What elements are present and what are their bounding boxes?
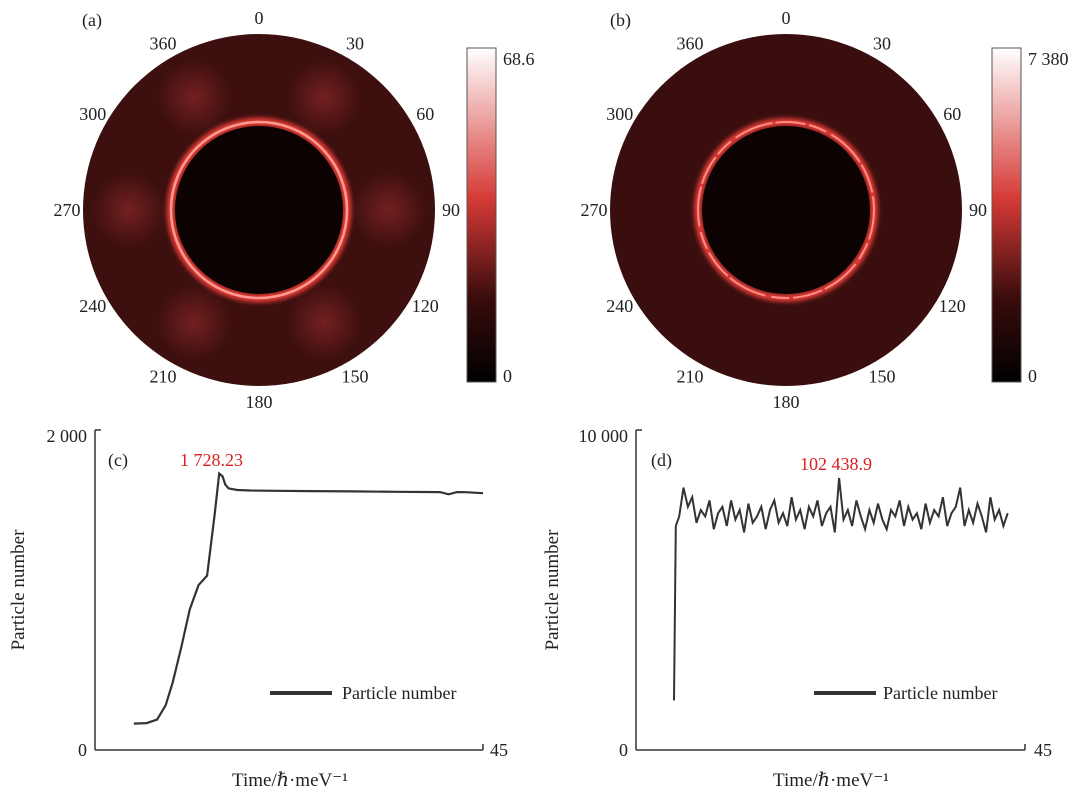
- angle-label: 210: [150, 366, 177, 386]
- panel-b-colorbar-bar: [991, 47, 1022, 383]
- panel-c: 2 000 0 45 (c) Time/ℏ·meV⁻¹ Particle num…: [8, 426, 508, 791]
- angle-label: 0: [255, 8, 264, 28]
- panel-c-y-tick-min: 0: [78, 740, 87, 760]
- angle-label: 360: [677, 34, 704, 54]
- panel-c-peak-annotation: 1 728.23: [180, 450, 243, 470]
- angle-label: 120: [939, 296, 966, 316]
- angle-label: 150: [342, 366, 369, 386]
- angle-label: 90: [969, 200, 987, 220]
- angle-label: 240: [606, 296, 633, 316]
- panel-d-legend: Particle number: [814, 683, 997, 703]
- angle-label: 360: [150, 34, 177, 54]
- panel-d-x-label: Time/ℏ·meV⁻¹: [773, 770, 889, 791]
- panel-d-y-tick-min: 0: [619, 740, 628, 760]
- angle-label: 60: [416, 104, 434, 124]
- panel-a-polar-map: [83, 34, 435, 386]
- panel-d: 10 000 0 45 (d) Time/ℏ·meV⁻¹ Particle nu…: [542, 426, 1052, 791]
- panel-b-core: [702, 126, 870, 294]
- panel-a: (a) 0 30 60 90 120 150 180 210 240 270 300 360 68.6…: [54, 8, 535, 412]
- panel-a-lobe: [91, 172, 167, 248]
- angle-label: 300: [606, 104, 633, 124]
- panel-d-series-line: [673, 477, 1009, 701]
- panel-b-colorbar: 7 380 0: [991, 47, 1069, 386]
- panel-d-x-tick-max: 45: [1034, 740, 1052, 760]
- panel-b-colorbar-min: 0: [1028, 366, 1037, 386]
- angle-label: 90: [442, 200, 460, 220]
- panel-b-polar-map: [610, 34, 962, 386]
- panel-a-label: (a): [82, 10, 102, 31]
- panel-a-core: [175, 126, 343, 294]
- panel-a-colorbar-max: 68.6: [503, 49, 535, 69]
- panel-a-ring: [169, 120, 349, 300]
- panel-b-label: (b): [610, 10, 631, 31]
- panel-d-y-label: Particle number: [542, 529, 563, 650]
- angle-label: 240: [79, 296, 106, 316]
- angle-label: 150: [869, 366, 896, 386]
- angle-label: 0: [782, 8, 791, 28]
- panel-b: (b) 0 30 60 90 120 150 180 210 240 270 300 360 7 38…: [581, 8, 1069, 412]
- panel-d-peak-annotation: 102 438.9: [800, 454, 872, 474]
- angle-label: 180: [246, 392, 273, 412]
- angle-label: 300: [79, 104, 106, 124]
- angle-label: 60: [943, 104, 961, 124]
- angle-label: 210: [677, 366, 704, 386]
- panel-c-legend: Particle number: [270, 683, 456, 703]
- panel-d-legend-label: Particle number: [883, 683, 997, 703]
- panel-d-y-tick-max: 10 000: [579, 426, 629, 446]
- panel-c-y-tick-max: 2 000: [47, 426, 88, 446]
- panel-a-lobe: [286, 59, 362, 136]
- panel-d-label: (d): [651, 450, 672, 471]
- panel-c-series-line: [133, 471, 484, 725]
- panel-a-colorbar-bar: [466, 47, 497, 383]
- panel-c-y-label: Particle number: [8, 529, 29, 650]
- panel-a-lobes: [91, 59, 427, 361]
- angle-label: 270: [54, 200, 81, 220]
- panel-a-lobe: [156, 59, 232, 136]
- panel-a-colorbar: 68.6 0: [466, 47, 535, 386]
- panel-b-angle-labels: 0 30 60 90 120 150 180 210 240 270 300 360: [581, 8, 988, 412]
- angle-label: 30: [346, 34, 364, 54]
- angle-label: 120: [412, 296, 439, 316]
- panel-a-angle-labels: 0 30 60 90 120 150 180 210 240 270 300 360: [54, 8, 461, 412]
- panel-b-ring: [697, 121, 875, 299]
- angle-label: 180: [773, 392, 800, 412]
- angle-label: 270: [581, 200, 608, 220]
- panel-c-legend-label: Particle number: [342, 683, 456, 703]
- panel-a-lobe: [286, 284, 362, 361]
- angle-label: 30: [873, 34, 891, 54]
- panel-b-colorbar-max: 7 380: [1028, 49, 1069, 69]
- panel-c-label: (c): [108, 450, 128, 471]
- panel-c-x-label: Time/ℏ·meV⁻¹: [232, 770, 348, 791]
- panel-a-lobe: [156, 284, 232, 361]
- panel-a-lobe: [351, 172, 427, 248]
- panel-a-colorbar-min: 0: [503, 366, 512, 386]
- panel-c-x-tick-max: 45: [490, 740, 508, 760]
